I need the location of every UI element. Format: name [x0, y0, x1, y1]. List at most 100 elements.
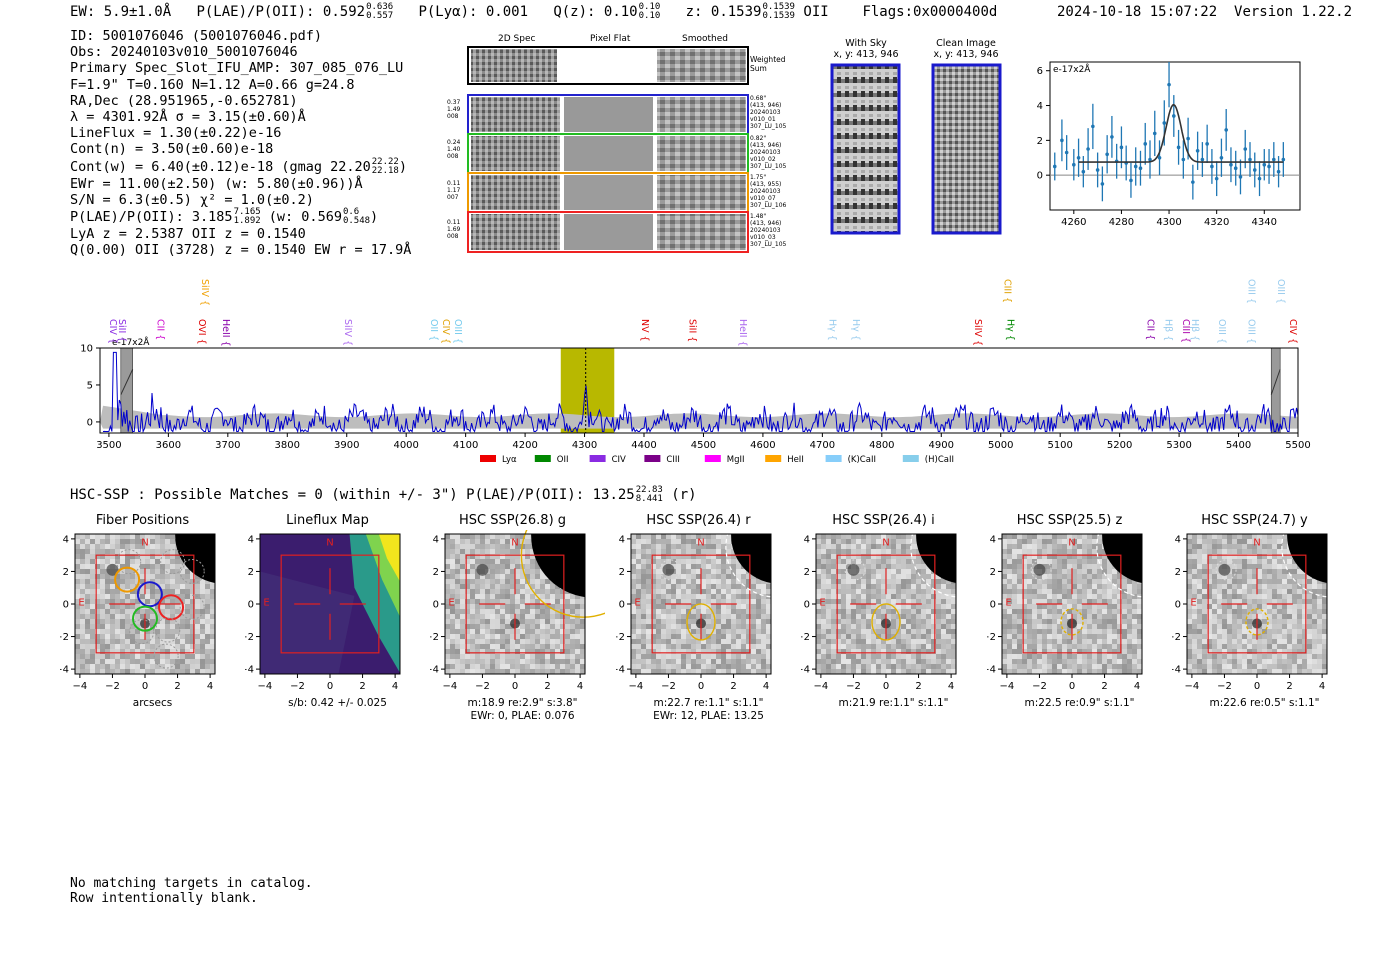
info-fline: F=1.9" T=0.160 N=1.12 A=0.66 g=24.8	[70, 76, 355, 93]
panel-xtick-label: −4	[443, 681, 458, 692]
spec-xtick-label: 4600	[750, 440, 775, 451]
spec-line-label: CIII {	[1180, 319, 1191, 343]
cutout-row-1	[467, 94, 749, 135]
panel-caption: m:22.7 re:1.1" s:1.1"	[653, 697, 764, 709]
fit-point	[1224, 128, 1228, 132]
spec-line-label: Hγ {	[850, 319, 861, 341]
fit-point	[1272, 157, 1276, 162]
fit-point	[1214, 176, 1219, 181]
panel-ytick-label: −2	[245, 632, 254, 643]
footer-line-2: Row intentionally blank.	[70, 891, 258, 906]
info-plae-hi: 7.165	[233, 207, 261, 218]
row3-right-label: 1.75" (413, 955) 20240103 v010_07 307_LU…	[750, 174, 787, 209]
bright-star	[1102, 534, 1142, 583]
spec-xtick-label: 5400	[1226, 440, 1251, 451]
with-sky-xy: x, y: 413, 946	[833, 49, 899, 60]
panel-xtick-label: 2	[174, 681, 180, 692]
fit-point	[1105, 152, 1109, 157]
north-label: N	[1068, 537, 1075, 548]
legend-swatch	[825, 455, 842, 462]
legend-swatch	[644, 455, 661, 462]
panel-title: HSC SSP(26.8) g	[458, 513, 567, 528]
panel-title: Fiber Positions	[95, 513, 190, 528]
footer-line-1: No matching targets in catalog.	[70, 876, 313, 891]
neighbor-ellipse	[1215, 559, 1237, 581]
hsc-title-line: HSC-SSP : Possible Matches = 0 (within +…	[70, 486, 697, 504]
info-ewr: EWr = 11.00(±2.50) (w: 5.80(±0.96))Å	[70, 175, 363, 192]
col-smoothed: Smoothed	[682, 34, 728, 44]
fit-point	[1148, 157, 1152, 162]
fit-ytick-label: 4	[1037, 101, 1043, 112]
info-plae-w: (w: 0.569	[268, 209, 342, 226]
fiber-circle	[132, 605, 158, 632]
east-label: E	[1190, 598, 1196, 609]
legend-label: (H)CaII	[925, 455, 954, 465]
panel-xtick-label: −2	[475, 681, 490, 692]
legend-label: CIII	[666, 455, 679, 465]
spec-line-label: OIII {	[1245, 279, 1256, 304]
spec-xtick-label: 4000	[393, 440, 418, 451]
panel-ytick-label: −4	[616, 665, 625, 676]
panel-xtick-label: 0	[512, 681, 518, 692]
panel-7: HSC SSP(24.7) y N E −4 4 −2 2 0 0 2 −2 4 −4 m:22.6 re…	[1172, 510, 1347, 725]
panel-ytick-label: 2	[248, 567, 254, 578]
col-2d-spec: 2D Spec	[498, 34, 536, 44]
fit-point	[1210, 164, 1214, 169]
panel-ytick-label: −4	[801, 665, 810, 676]
spectrum-chart: 3500 3600 3700 3800 3900 4000 4100 4200 4300 4400…	[80, 279, 1310, 465]
panel-xtick-label: −2	[105, 681, 120, 692]
panel-xtick-label: −4	[814, 681, 829, 692]
aperture-box	[1022, 554, 1122, 654]
weighted-sum-label: Weighted Sum	[750, 55, 786, 73]
spec-mask-hatch	[120, 369, 134, 395]
fit-point	[1186, 136, 1190, 141]
target-ellipse	[1060, 608, 1084, 636]
info-plae-line: P(LAE)/P(OII): 3.185 7.165 1.892 (w: 0.569…	[70, 207, 379, 227]
panel-content	[631, 534, 771, 674]
info-id: ID: 5001076046 (5001076046.pdf)	[70, 28, 322, 44]
spec-xtick-label: 5300	[1166, 440, 1191, 451]
fit-point	[1167, 82, 1171, 87]
fit-curve	[1078, 103, 1284, 163]
north-label: N	[882, 537, 889, 548]
spec-line-label: CIV {	[107, 319, 118, 344]
header-plae-hi: 0.636	[366, 2, 394, 12]
panel-xtick-label: −2	[661, 681, 676, 692]
panel-3: HSC SSP(26.8) g N E −4 4 −2 2 0 0 2 −2 4 −4 m:18.9 re…	[430, 510, 605, 725]
fiber-circle	[136, 581, 163, 608]
info-contw-line: Cont(w) = 6.40(±0.12)e-18 (gmag 22.20 22.…	[70, 156, 407, 176]
fit-point	[1081, 169, 1086, 174]
legend-swatch	[765, 455, 782, 462]
spec-xtick-label: 4900	[929, 440, 954, 451]
fit-point	[1195, 149, 1200, 153]
panel-xtick-label: 4	[207, 681, 213, 692]
weighted-smoothed	[657, 49, 746, 82]
panel-xtick-label: 0	[1254, 681, 1260, 692]
spec-line-label: OIII {	[1216, 319, 1227, 344]
info-plae-w-hi: 0.6	[342, 207, 360, 218]
spec-xtick-label: 4500	[691, 440, 716, 451]
header-plae-lo: 0.557	[366, 11, 394, 21]
panel-ytick-label: 0	[63, 600, 69, 611]
panel-xtick-label: 2	[544, 681, 550, 692]
info-lambda: λ = 4301.92Å σ = 3.15(±0.60)Å	[70, 109, 306, 126]
fiber-circle	[129, 619, 155, 645]
fit-point	[1267, 164, 1271, 169]
neighbor-source	[847, 563, 860, 576]
fit-point	[1191, 180, 1195, 184]
aperture-box	[95, 554, 195, 654]
legend-swatch	[589, 455, 606, 462]
panel-image: N E −4 4 −2 2 0 0 2 −2 4 −4	[1172, 530, 1347, 692]
east-label: E	[448, 598, 454, 609]
star-ellipse	[725, 530, 791, 598]
panel-4: HSC SSP(26.4) r N E −4 4 −2 2 0 0 2 −2 4 −4 m:22.7 re…	[616, 510, 791, 725]
spec-line-label: Hβ {	[1189, 319, 1200, 341]
spec-line-label: Hγ {	[1005, 319, 1016, 341]
fiber-circle	[155, 617, 181, 643]
fit-point	[1091, 124, 1095, 129]
fit-ytick-label: 0	[1037, 171, 1043, 182]
panel-5: HSC SSP(26.4) i N E −4 4 −2 2 0 0 2 −2 4 −4 m:21.9 re…	[801, 510, 976, 725]
panel-ytick-label: −2	[1172, 632, 1181, 643]
panel-title: HSC SSP(26.4) i	[832, 513, 935, 528]
spec-line-label: NV {	[639, 319, 650, 342]
